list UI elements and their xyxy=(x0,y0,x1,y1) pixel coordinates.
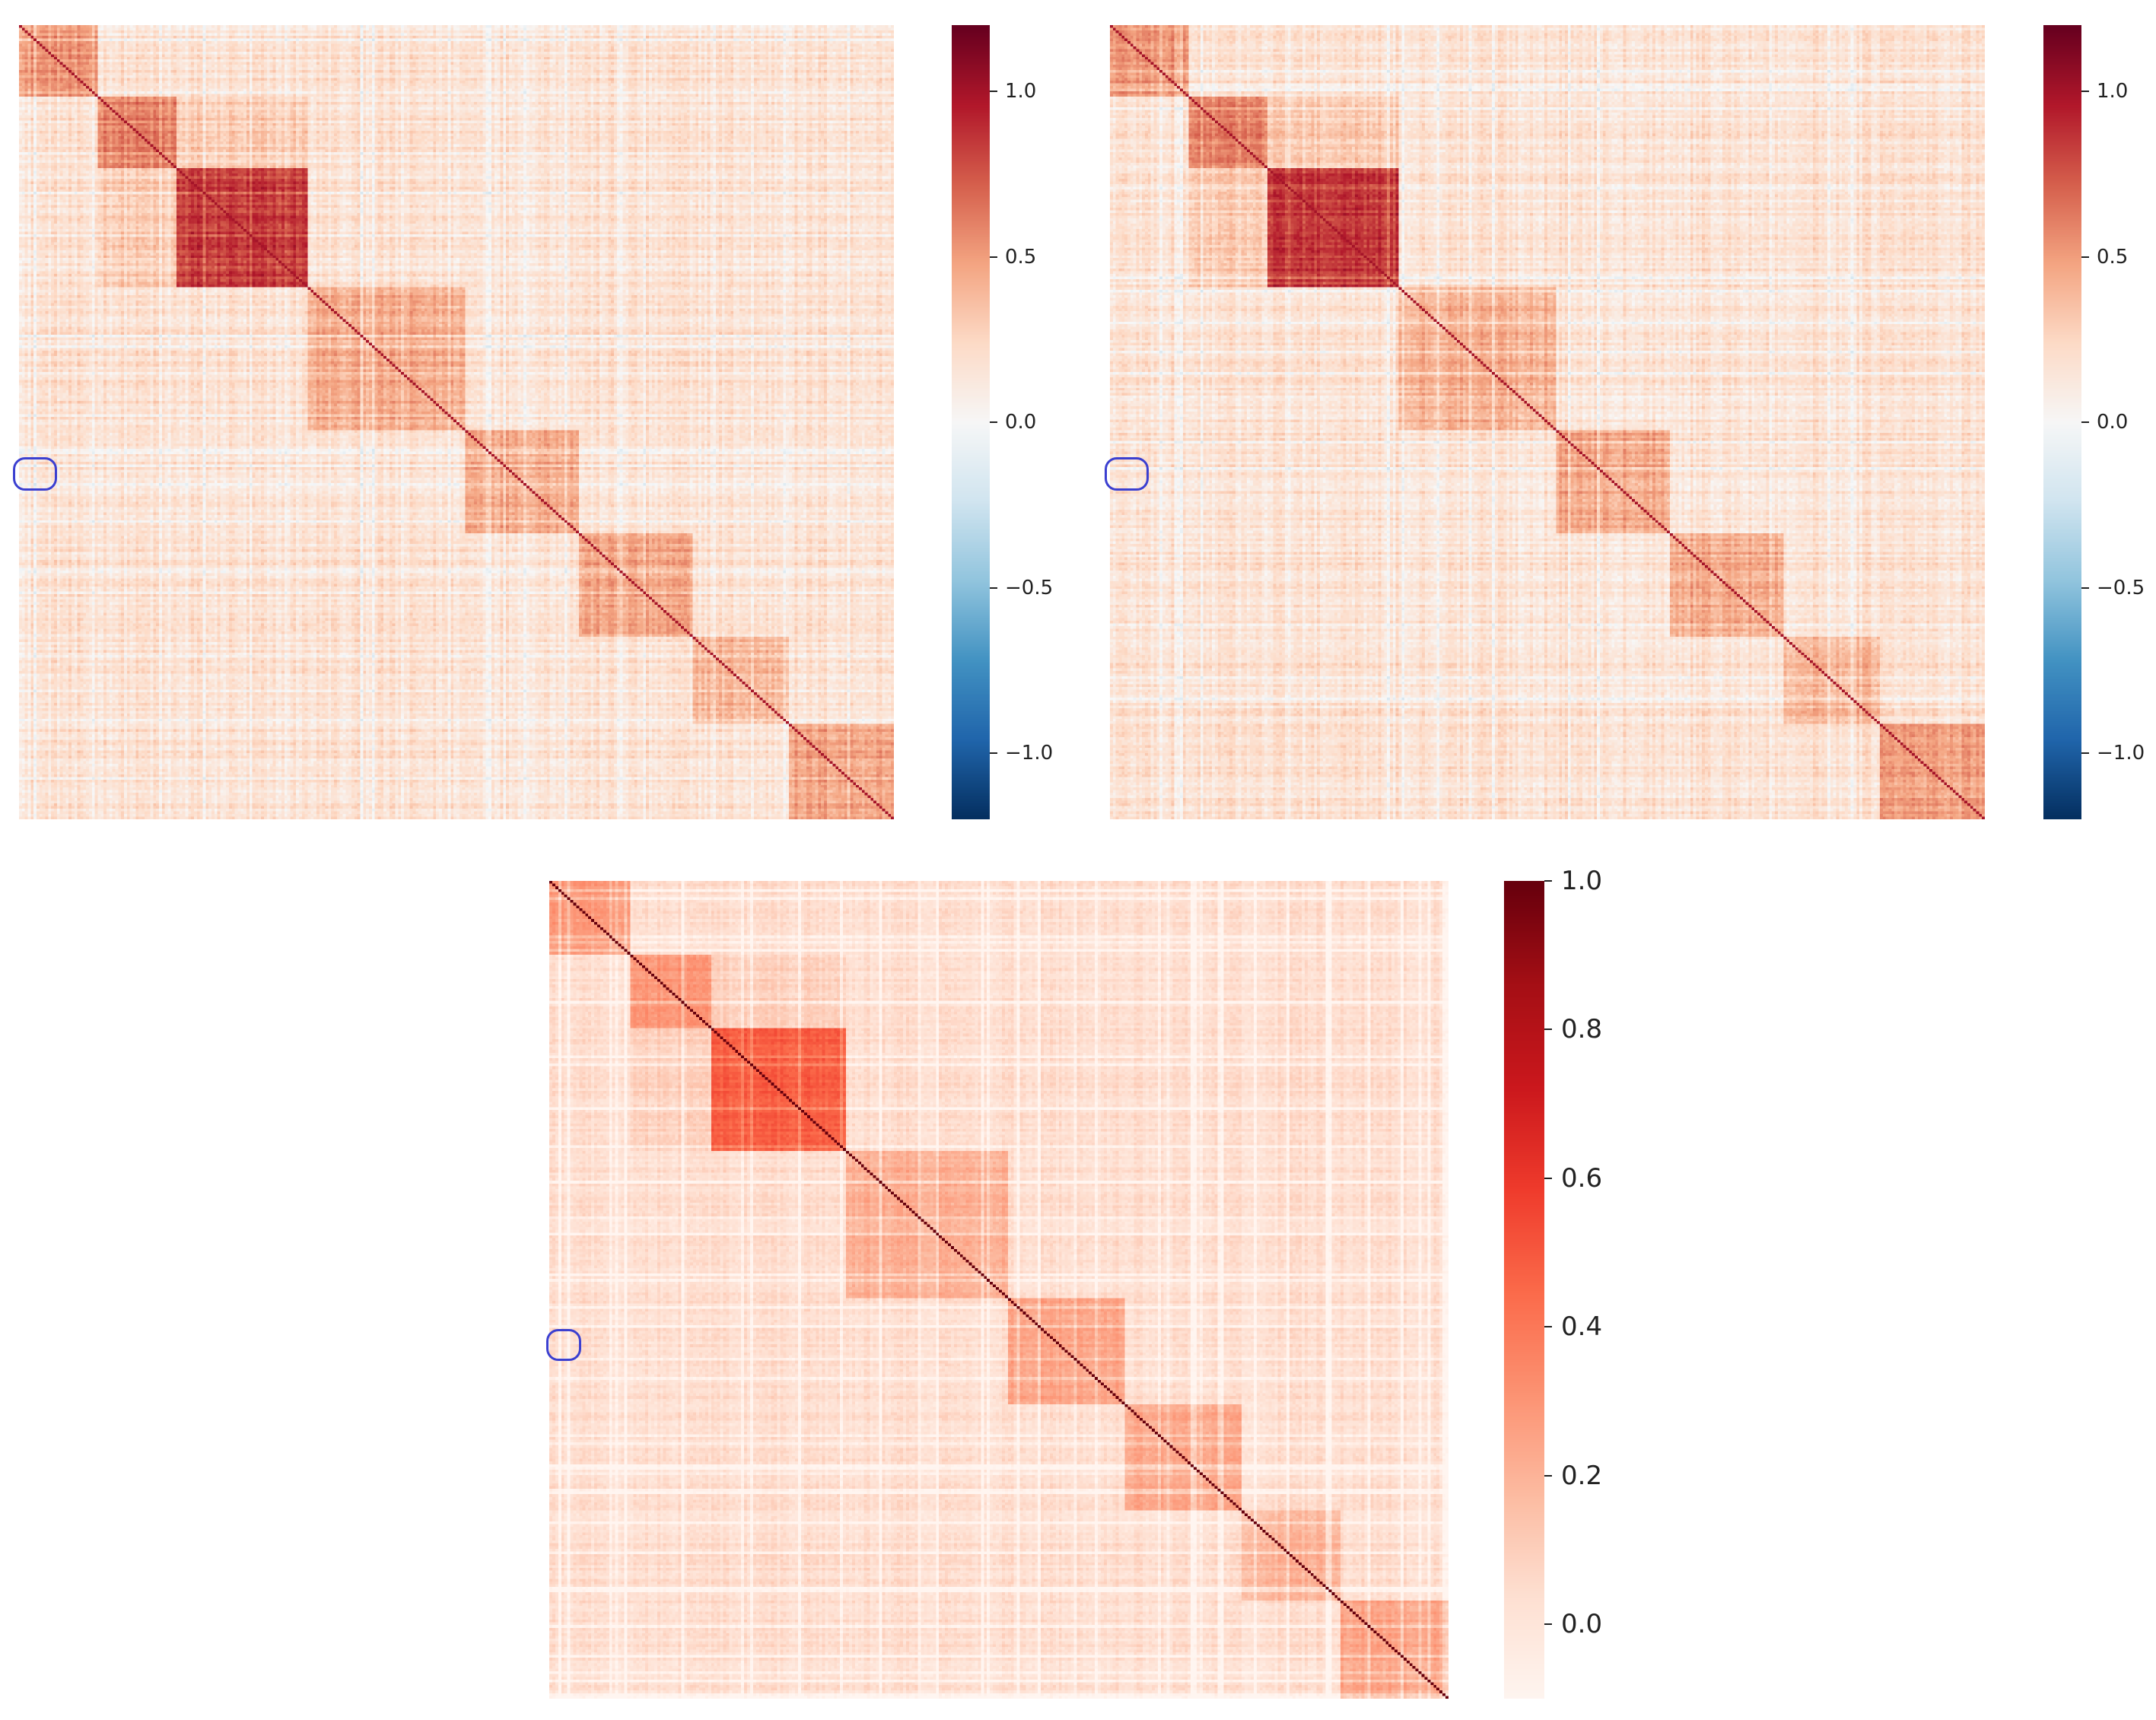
colorbar-tick-mark xyxy=(2081,91,2089,92)
colorbar-tick-mark xyxy=(990,421,997,423)
colorbar-gradient xyxy=(2043,25,2081,819)
colorbar-tick-label: 0.4 xyxy=(1561,1311,1603,1343)
colorbar-gradient xyxy=(1504,881,1544,1699)
heatmap-matrix xyxy=(19,25,894,819)
colorbar-tick-label: 0.6 xyxy=(1561,1162,1603,1194)
colorbar-tick-label: 1.0 xyxy=(1561,866,1603,896)
colorbar-tick-label: 0.2 xyxy=(1561,1460,1603,1491)
highlight-marker xyxy=(546,1329,581,1361)
colorbar-tick-mark xyxy=(990,256,997,258)
colorbar-tick-label: 0.8 xyxy=(1561,1014,1603,1045)
colorbar-tick-label: 0.5 xyxy=(1005,245,1037,269)
colorbar-tick-mark xyxy=(1544,1623,1552,1626)
highlight-marker xyxy=(1105,457,1149,491)
colorbar-tick-mark xyxy=(1544,880,1552,882)
colorbar-tick-label: 0.0 xyxy=(1561,1609,1603,1640)
colorbar-tick-mark xyxy=(990,91,997,92)
colorbar-tick-mark xyxy=(2081,752,2089,754)
colorbar-tick-label: 0.5 xyxy=(2097,245,2129,269)
colorbar-tick-mark xyxy=(2081,256,2089,258)
colorbar-tick-label: 0.0 xyxy=(2097,411,2129,434)
heatmap-matrix xyxy=(549,881,1448,1699)
colorbar-tick-label: −1.0 xyxy=(2097,742,2145,765)
colorbar-tick-label: −0.5 xyxy=(2097,576,2145,599)
colorbar-tick-mark xyxy=(1544,1029,1552,1031)
colorbar-tick-label: −0.5 xyxy=(1005,576,1054,599)
colorbar xyxy=(952,25,990,819)
colorbar-tick-mark xyxy=(990,752,997,754)
colorbar-tick-label: 0.0 xyxy=(1005,411,1037,434)
colorbar-tick-mark xyxy=(2081,421,2089,423)
colorbar-tick-mark xyxy=(990,587,997,589)
colorbar-tick-mark xyxy=(2081,587,2089,589)
colorbar-tick-label: 1.0 xyxy=(1005,80,1037,103)
colorbar-tick-mark xyxy=(1544,1474,1552,1477)
colorbar-tick-mark xyxy=(1544,1177,1552,1179)
colorbar-gradient xyxy=(952,25,990,819)
colorbar xyxy=(2043,25,2081,819)
colorbar xyxy=(1504,881,1544,1699)
colorbar-tick-mark xyxy=(1544,1326,1552,1328)
highlight-marker xyxy=(13,457,57,491)
colorbar-tick-label: 1.0 xyxy=(2097,80,2129,103)
colorbar-tick-label: −1.0 xyxy=(1005,742,1054,765)
heatmap-matrix xyxy=(1110,25,1985,819)
